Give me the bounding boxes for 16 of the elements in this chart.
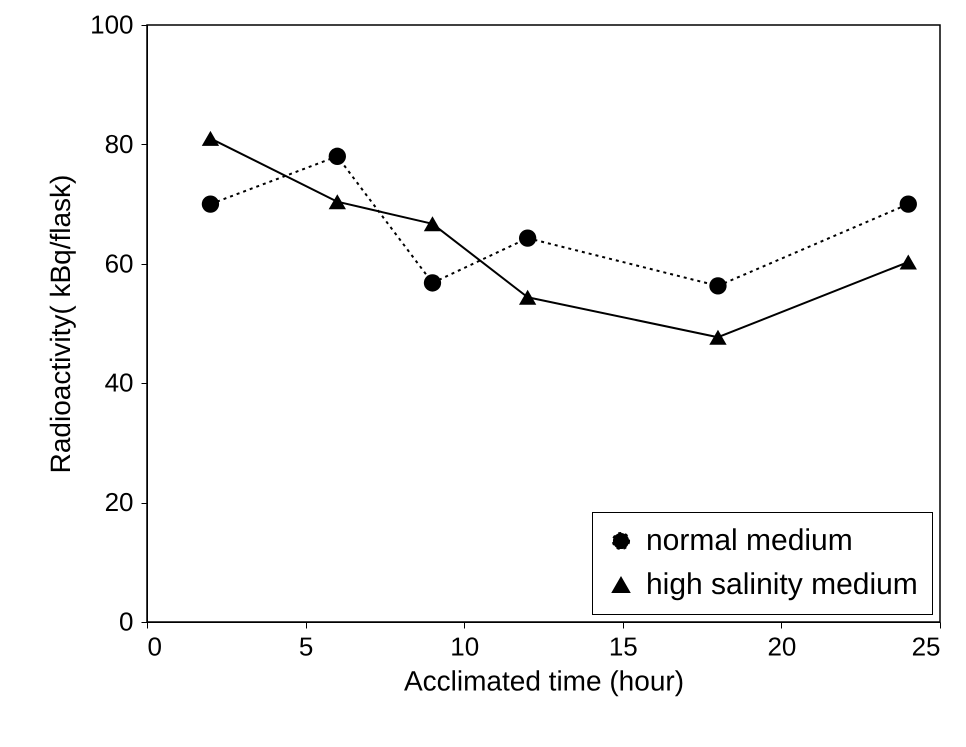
y-tick-label: 60	[104, 248, 134, 278]
y-tick-label: 0	[119, 606, 134, 636]
x-tick-label: 20	[767, 632, 796, 662]
y-tick-label: 40	[104, 368, 134, 398]
x-axis-title: Acclimated time (hour)	[404, 666, 684, 696]
x-tick-label: 10	[450, 632, 480, 662]
x-tick-label: 25	[912, 632, 940, 662]
legend-label: high salinity medium	[646, 568, 918, 601]
y-tick-label: 20	[104, 487, 134, 518]
x-tick-label: 5	[298, 632, 314, 662]
y-axis-title: Radioactivity( kBq/flask)	[45, 174, 76, 474]
x-tick-label: 15	[608, 632, 638, 662]
x-tick-label: 0	[148, 632, 162, 662]
legend-label: normal medium	[646, 524, 853, 557]
y-tick-label: 100	[90, 10, 134, 40]
y-tick-label: 80	[104, 128, 134, 159]
